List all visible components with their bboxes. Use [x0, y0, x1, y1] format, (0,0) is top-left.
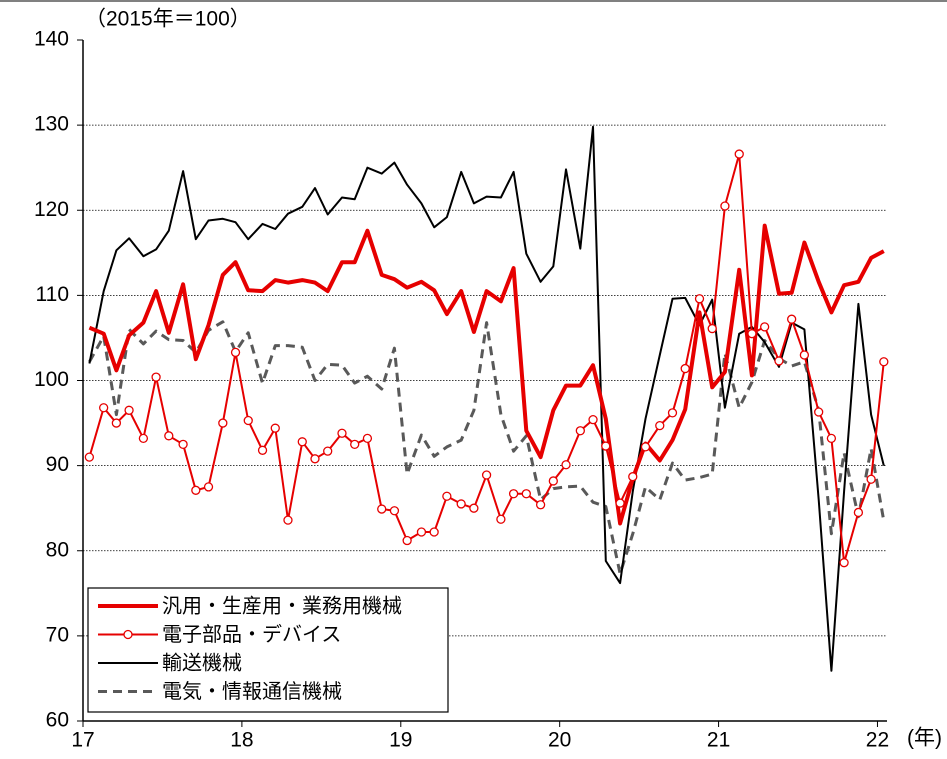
series-marker	[310, 454, 320, 464]
series-line	[88, 320, 886, 576]
x-unit-label: (年)	[907, 727, 942, 750]
series-marker	[111, 418, 122, 428]
legend-label: 電気・情報通信機械	[162, 680, 342, 703]
series-marker	[151, 372, 161, 382]
y-tick-label: 80	[46, 538, 69, 561]
x-tick-label: 18	[230, 729, 253, 752]
series-marker	[760, 322, 770, 332]
series-marker	[270, 423, 280, 433]
x-tick-label: 17	[71, 729, 94, 752]
series-marker	[191, 485, 201, 495]
series-marker	[680, 363, 690, 374]
series-marker	[707, 323, 717, 334]
series-marker	[561, 460, 571, 470]
series-marker	[640, 442, 651, 452]
y-tick-label: 110	[36, 283, 69, 306]
series-marker	[548, 476, 558, 486]
series-marker	[389, 506, 400, 516]
series-marker	[774, 356, 784, 366]
series-marker	[178, 439, 188, 449]
series-marker	[402, 535, 412, 546]
series-marker	[416, 527, 427, 537]
series-marker	[747, 329, 757, 339]
series-marker	[667, 408, 678, 418]
series-marker	[814, 407, 824, 417]
series-marker	[337, 428, 347, 438]
y-tick-label: 60	[46, 709, 69, 732]
series-marker	[521, 489, 531, 499]
x-tick-label: 21	[707, 729, 730, 752]
series-marker	[496, 514, 506, 524]
series-marker	[350, 439, 360, 449]
series-marker	[257, 445, 268, 455]
series-marker	[694, 294, 705, 304]
legend-label: 輸送機械	[162, 651, 242, 674]
series-marker	[826, 433, 837, 444]
x-tick-label: 19	[389, 729, 412, 752]
y-tick-label: 130	[34, 113, 69, 136]
y-tick-label: 70	[46, 623, 69, 646]
series-marker	[362, 433, 373, 444]
y-tick-label: 120	[34, 198, 69, 221]
series-line	[88, 223, 885, 526]
series-marker	[839, 558, 849, 568]
series-marker	[720, 201, 730, 211]
series-marker	[879, 357, 889, 367]
series-marker	[138, 433, 149, 444]
legend-label: 電子部品・デバイス	[162, 623, 341, 646]
series-marker	[203, 482, 214, 492]
series-marker	[164, 431, 174, 441]
series-marker	[481, 470, 492, 480]
series-marker	[508, 489, 519, 499]
series-marker	[853, 507, 864, 518]
x-tick-label: 20	[548, 729, 571, 752]
series-marker	[323, 446, 333, 456]
series-line	[88, 153, 885, 564]
series-marker	[469, 503, 479, 513]
y-unit-label: （2015年＝100）	[85, 8, 251, 31]
series-marker	[243, 415, 253, 426]
series-marker	[734, 149, 744, 159]
series-marker	[84, 452, 95, 462]
x-tick-label: 22	[866, 729, 889, 752]
series-marker	[628, 472, 638, 482]
y-tick-label: 100	[34, 368, 69, 391]
series-marker	[218, 418, 228, 428]
series-marker	[230, 347, 241, 358]
series-marker	[297, 437, 307, 447]
series-marker	[283, 515, 293, 525]
y-tick-label: 90	[46, 453, 69, 476]
series-marker	[866, 474, 876, 484]
series-marker	[601, 441, 611, 451]
series-marker	[429, 527, 439, 537]
series-marker	[442, 491, 452, 501]
legend-label: 汎用・生産用・業務用機械	[162, 594, 402, 617]
series-marker	[799, 350, 810, 360]
series-marker	[655, 420, 665, 431]
y-tick-label: 140	[34, 28, 69, 51]
series-marker	[377, 504, 387, 514]
series-marker	[575, 426, 585, 436]
legend-marker	[123, 629, 133, 640]
series-marker	[535, 500, 546, 510]
series-marker	[124, 405, 134, 415]
series-marker	[615, 498, 625, 508]
series-marker	[787, 314, 797, 324]
series-marker	[99, 403, 109, 413]
series-marker	[588, 415, 598, 425]
series-marker	[456, 499, 466, 509]
